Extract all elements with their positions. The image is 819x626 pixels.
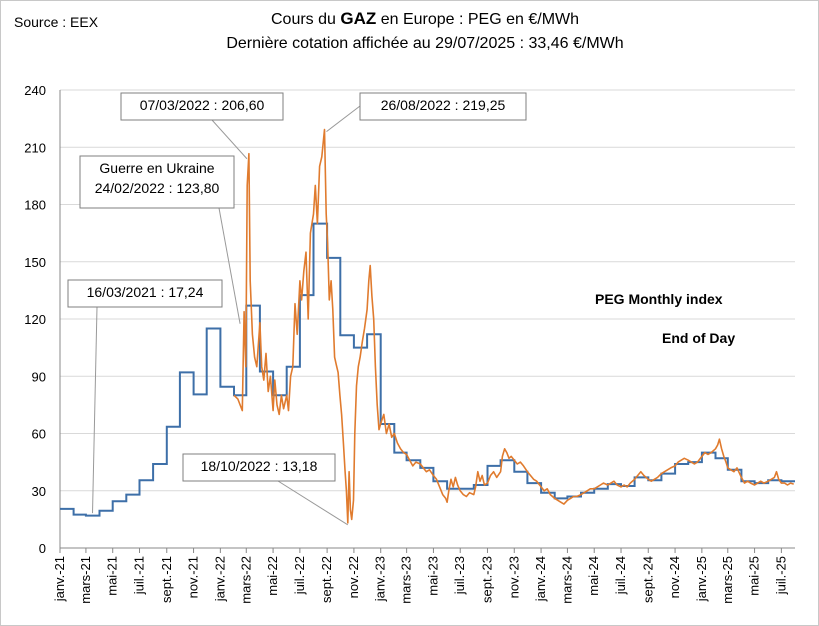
grid-layer (60, 89, 795, 492)
x-tick-label: mai-25 (747, 556, 762, 596)
x-tick-label: mai-23 (425, 556, 440, 596)
legend-end-of-day: End of Day (662, 330, 735, 346)
title-suffix: en Europe : PEG en €/MWh (376, 11, 579, 28)
y-tick-label: 60 (32, 427, 46, 442)
x-tick-label: janv.-23 (373, 556, 388, 602)
x-tick-label: juil.-22 (292, 556, 307, 595)
x-tick-label: janv.-24 (533, 556, 548, 602)
y-tick-label: 0 (39, 541, 46, 556)
annotation-2022-08-26-text: 26/08/2022 : 219,25 (381, 97, 506, 113)
x-tick-label: mars-21 (78, 556, 93, 604)
x-tick-label: juil.-24 (613, 556, 628, 595)
title-bold: GAZ (340, 9, 376, 28)
y-tick-label: 150 (24, 255, 46, 270)
x-tick-label: nov.-21 (186, 556, 201, 598)
annotation-2021-03-16-box (67, 279, 223, 308)
y-tick-label: 210 (24, 140, 46, 155)
x-tick-label: nov.-23 (506, 556, 521, 598)
annotation-2022-08-26-box (359, 92, 527, 121)
annotation-2022-08-26-leader (326, 105, 361, 132)
x-tick-label: janv.-25 (694, 556, 709, 602)
x-tick-label: nov.-22 (346, 556, 361, 598)
legend-peg-monthly: PEG Monthly index (595, 291, 723, 307)
series-layer (60, 128, 795, 524)
chart-subtitle: Dernière cotation affichée au 29/07/2025… (226, 35, 623, 52)
annotation-ukraine-text: Guerre en Ukraine (99, 160, 214, 176)
series-line-end-of-day (233, 128, 794, 524)
x-tick-label: sept.-24 (640, 556, 655, 603)
annotation-2022-03-07-text: 07/03/2022 : 206,60 (140, 97, 265, 113)
y-tick-label: 180 (24, 198, 46, 213)
x-tick-label: mai-21 (105, 556, 120, 596)
axis-layer: 0 30 60 90 120 150 180 210 240 janv.-21 mars-21 mai… (24, 83, 795, 604)
annotation-2021-03-16-leader (92, 306, 98, 514)
y-tick-label: 90 (32, 369, 46, 384)
x-tick-label: sept.-23 (479, 556, 494, 603)
x-tick-label: mai-22 (265, 556, 280, 596)
x-tick-label: mars-25 (720, 556, 735, 604)
y-tick-label: 120 (24, 312, 46, 327)
annotation-2022-10-18-text: 18/10/2022 : 13,18 (201, 458, 318, 474)
x-tick-label: sept.-22 (319, 556, 334, 603)
x-tick-label: sept.-21 (159, 556, 174, 603)
chart-title: Cours du GAZ en Europe : PEG en €/MWh (271, 9, 579, 28)
annotation-2022-03-07-box (120, 92, 284, 121)
y-tick-label: 30 (32, 484, 46, 499)
y-tick-label: 240 (24, 83, 46, 98)
x-tick-label: juil.-23 (452, 556, 467, 595)
annotation-layer: 16/03/2021 : 17,24 07/03/2022 : 206,60 26/… (67, 92, 527, 526)
x-tick-label: janv.-22 (212, 556, 227, 602)
x-tick-label: mai-24 (586, 556, 601, 596)
series-line-peg-monthly (60, 222, 795, 517)
x-tick-label: mars-23 (399, 556, 414, 604)
title-prefix: Cours du (271, 11, 340, 28)
annotation-2021-03-16-text: 16/03/2021 : 17,24 (87, 284, 204, 300)
annotation-ukraine-leader (218, 207, 241, 324)
annotation-2022-10-18-leader (277, 480, 349, 526)
annotation-2022-10-18-box (182, 453, 336, 482)
x-tick-label: juil.-25 (773, 556, 788, 595)
x-tick-label: janv.-21 (52, 556, 67, 602)
x-tick-label: mars-22 (238, 556, 253, 604)
x-tick-label: juil.-21 (132, 556, 147, 595)
x-tick-label: mars-24 (559, 556, 574, 604)
annotation-2022-03-07-leader (211, 119, 248, 160)
x-tick-label: nov.-24 (667, 556, 682, 598)
source-label: Source : EEX (14, 14, 99, 30)
annotation-ukraine-box (79, 155, 235, 209)
annotation-ukraine-text: 24/02/2022 : 123,80 (95, 180, 220, 196)
